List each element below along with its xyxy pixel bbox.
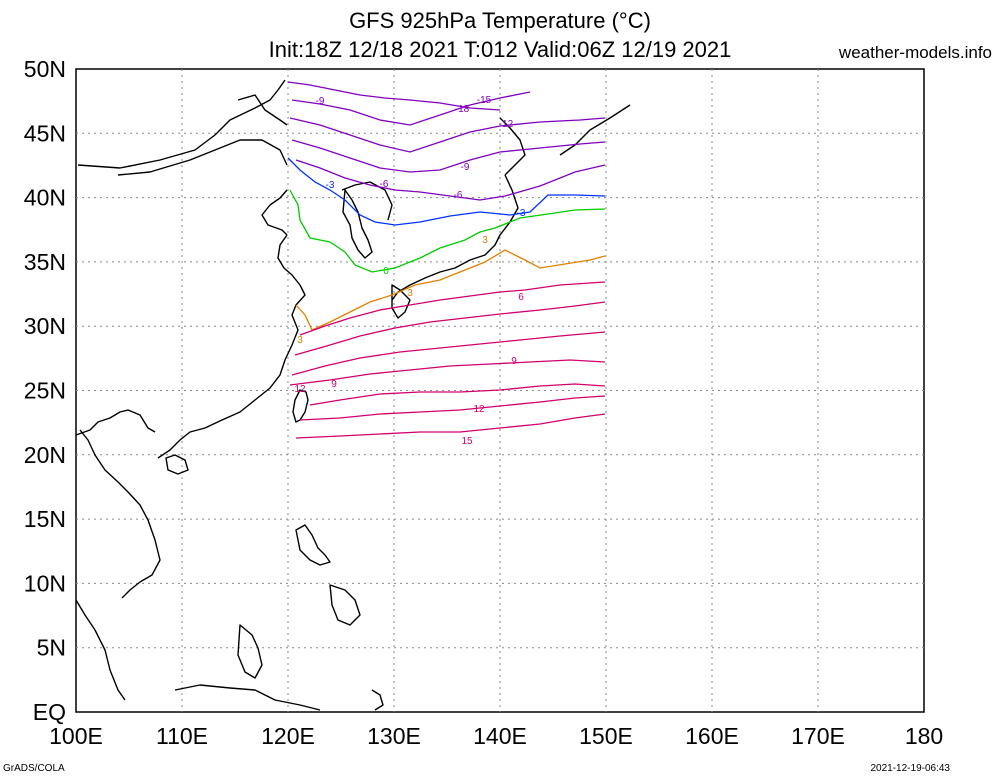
axis-ticks: 100E 110E 120E 130E 140E 150E 160E 170E 180 EQ 5N 1…	[24, 56, 943, 749]
lat-tick-label: 10N	[24, 570, 66, 596]
contour-zero	[289, 189, 606, 273]
contour-minus-6	[295, 159, 606, 201]
lat-tick-label: EQ	[33, 699, 66, 725]
map-subtitle: Init:18Z 12/18 2021 T:012 Valid:06Z 12/1…	[268, 37, 732, 62]
lon-tick-label: 150E	[579, 723, 633, 749]
contour-minus-15	[291, 91, 531, 126]
contour-label: 9	[331, 379, 337, 390]
contour-label: -3	[326, 180, 335, 191]
contour-label: 15	[461, 436, 473, 447]
contour-label: -18	[455, 104, 470, 115]
contour-plus-12	[309, 383, 606, 406]
lon-tick-label: 140E	[473, 723, 527, 749]
map-title: GFS 925hPa Temperature (°C)	[349, 8, 651, 33]
contour-plus-15	[295, 413, 606, 439]
lat-tick-label: 5N	[37, 635, 66, 661]
contour-plus-3	[295, 249, 606, 331]
lon-tick-label: 110E	[156, 723, 208, 749]
contour-label: -9	[316, 96, 325, 107]
lat-tick-label: 40N	[24, 185, 66, 211]
footer-timestamp: 2021-12-19-06:43	[870, 763, 950, 774]
contour-minus-3	[287, 157, 606, 226]
lat-tick-label: 45N	[24, 120, 66, 146]
temperature-contours	[287, 81, 606, 439]
contour-label: -12	[499, 119, 514, 130]
contour-label: 3	[297, 335, 303, 346]
contour-label: 12	[473, 404, 485, 415]
lon-tick-label: 120E	[261, 723, 315, 749]
lat-tick-label: 35N	[24, 249, 66, 275]
lat-tick-label: 25N	[24, 378, 66, 404]
contour-minus-9	[291, 139, 606, 173]
contour-label: -6	[380, 179, 389, 190]
lat-tick-label: 15N	[24, 506, 66, 532]
lat-tick-label: 20N	[24, 442, 66, 468]
site-credit: weather-models.info	[838, 43, 992, 62]
lon-tick-label: 160E	[685, 723, 739, 749]
lon-tick-label: 180	[905, 723, 943, 749]
contour-minus-12	[289, 117, 606, 153]
contour-label: 12	[294, 384, 306, 395]
contour-label: -6	[454, 190, 463, 201]
contour-plus-6	[299, 281, 606, 336]
contour-label: -3	[517, 208, 526, 219]
lon-tick-label: 170E	[791, 723, 845, 749]
contour-label: 9	[511, 356, 517, 367]
contour-label: 3	[407, 288, 413, 299]
lat-tick-label: 30N	[24, 313, 66, 339]
contour-label: 3	[482, 235, 488, 246]
contour-minus-18	[287, 81, 501, 111]
contour-label: -15	[477, 95, 492, 106]
contour-plus-9c	[289, 359, 606, 386]
contour-labels: -9 -15 -18 -12 -6 -9 -6 -3 -3 0 3 3 3 6 9 9 12 12 15	[294, 95, 525, 447]
contour-label: 6	[518, 292, 524, 303]
contour-label: -9	[461, 162, 470, 173]
coastline	[75, 79, 631, 711]
contour-plus-9a	[294, 301, 606, 356]
contour-plus-12b	[299, 395, 606, 421]
grid-lines	[76, 69, 924, 712]
footer-credit: GrADS/COLA	[3, 763, 65, 774]
lon-tick-label: 130E	[367, 723, 421, 749]
contour-label: 0	[383, 266, 389, 277]
contour-plus-9b	[291, 331, 606, 376]
lat-tick-label: 50N	[24, 56, 66, 82]
lon-tick-label: 100E	[49, 723, 103, 749]
